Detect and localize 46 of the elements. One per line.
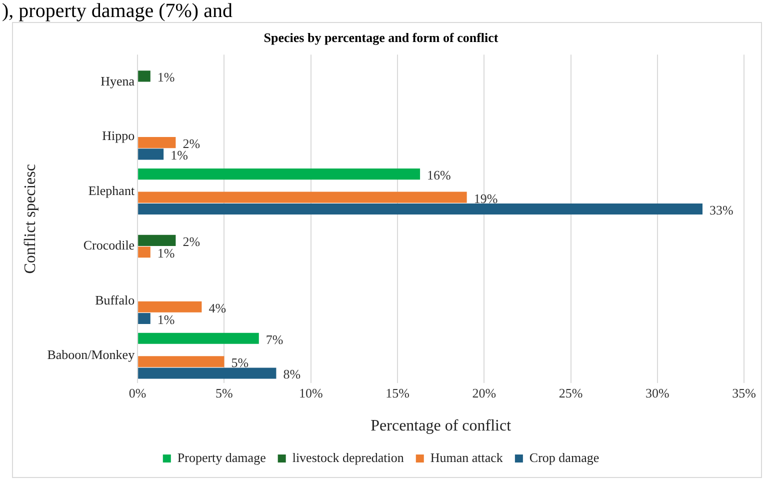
bar [138,168,420,180]
y-tick-label: Hippo [102,128,135,144]
legend-label: Crop damage [529,450,600,465]
data-label: 7% [266,332,284,347]
bar [138,70,150,82]
x-tick-label: 30% [646,385,670,400]
text: ), property damage (7%) and [2,0,232,22]
y-tick-label: Buffalo [95,292,135,308]
data-label: 33% [709,202,734,218]
data-label: 1% [157,70,175,85]
data-label: 2% [182,234,200,249]
data-label: 1% [157,312,175,327]
bar [138,234,176,246]
data-label: 4% [208,300,226,316]
y-tick-label: Hyena [100,73,135,88]
bar [138,312,150,324]
y-tick-label: Baboon/Monkey [47,347,136,362]
x-tick-label: 10% [298,385,323,400]
bar [138,368,276,379]
x-tick-label: 20% [472,385,496,400]
bar [138,246,150,258]
y-axis-title: Conflict speciesc [22,164,39,274]
legend-label: livestock depredation [292,450,404,465]
x-tick-label: 5% [216,385,234,400]
data-label: 16% [427,167,452,182]
bar [138,332,259,344]
legend-label: Human attack [430,450,504,465]
y-tick-label: Crocodile [83,238,135,253]
x-axis-title: Percentage of conflict [370,418,512,435]
data-label: 19% [474,190,498,206]
data-label: 8% [283,366,301,382]
data-label: 1% [157,246,175,261]
bar [138,192,467,203]
data-label: 5% [231,355,249,370]
legend-label: Property damage [177,450,266,465]
bar [138,356,224,368]
bar [138,301,202,312]
bar [138,148,164,160]
x-tick-label: 0% [128,385,146,400]
y-tick-label: Elephant [88,182,135,198]
x-tick-label: 15% [386,385,410,400]
chart-title: Species by percentage and form of conflict [264,30,499,46]
x-tick-label: 25% [558,385,583,400]
x-tick-label: 35% [732,385,756,400]
bar [138,203,702,214]
bar [138,137,176,148]
